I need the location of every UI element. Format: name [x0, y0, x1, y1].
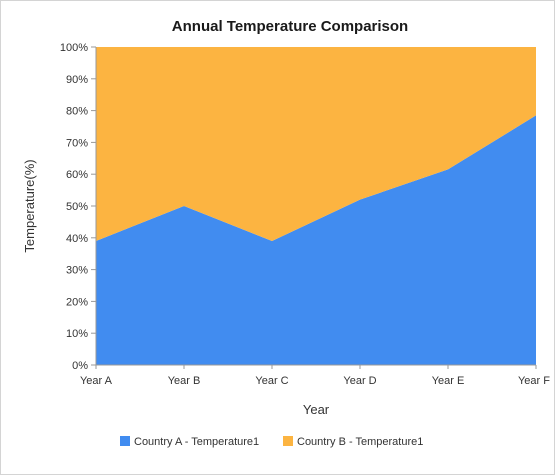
y-tick-label: 100%	[60, 42, 88, 54]
x-tick-label: Year D	[343, 375, 376, 387]
x-tick-label: Year B	[168, 375, 201, 387]
legend-label-2: Country B - Temperature1	[297, 436, 423, 448]
y-tick-label: 30%	[66, 265, 88, 277]
legend-swatch-1	[120, 436, 130, 446]
y-tick-labels: 0% 10% 20% 30% 40% 50% 60% 70% 80% 90% 100%	[60, 42, 96, 372]
y-tick-label: 0%	[72, 360, 88, 372]
legend-label-1: Country A - Temperature1	[134, 436, 259, 448]
chart-title: Annual Temperature Comparison	[172, 18, 408, 35]
x-tick-label: Year C	[255, 375, 288, 387]
x-tick-label: Year F	[518, 375, 550, 387]
y-tick-label: 90%	[66, 74, 88, 86]
plot-areas	[96, 47, 536, 366]
y-axis-title: Temperature(%)	[22, 159, 37, 252]
x-tick-label: Year E	[432, 375, 465, 387]
series-area-2	[96, 47, 536, 241]
x-tick-label: Year A	[80, 375, 113, 387]
legend: Country A - Temperature1 Country B - Temp…	[120, 436, 423, 448]
y-tick-label: 20%	[66, 296, 88, 308]
legend-swatch-2	[283, 436, 293, 446]
y-tick-label: 40%	[66, 233, 88, 245]
y-tick-label: 70%	[66, 137, 88, 149]
y-tick-label: 80%	[66, 106, 88, 118]
series-area-1	[96, 115, 536, 366]
y-tick-label: 10%	[66, 328, 88, 340]
x-axis-title: Year	[303, 402, 330, 417]
y-tick-label: 60%	[66, 169, 88, 181]
y-tick-label: 50%	[66, 201, 88, 213]
x-tick-labels: Year A Year B Year C Year D Year E Year F	[80, 365, 550, 387]
